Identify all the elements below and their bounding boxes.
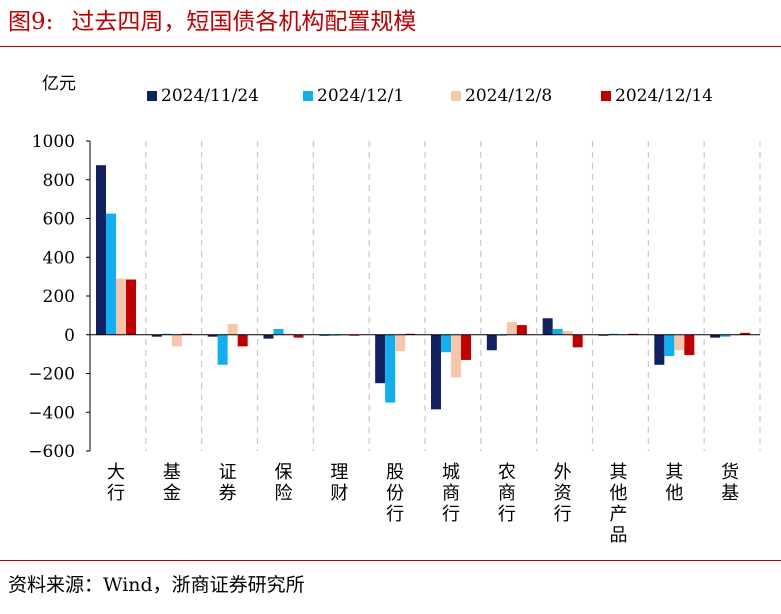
figure-number: 图9: bbox=[8, 9, 54, 35]
bar-7-series-4 bbox=[461, 334, 471, 360]
legend-label-2: 2024/12/1 bbox=[317, 86, 404, 106]
legend-label-3: 2024/12/8 bbox=[465, 86, 552, 106]
bar-1-series-1 bbox=[96, 165, 106, 335]
x-tick-label-11: 其他 bbox=[665, 462, 683, 504]
x-tick-label-12: 货基 bbox=[721, 462, 739, 504]
y-tick-label-2: 800 bbox=[43, 171, 75, 191]
title-rule bbox=[0, 46, 781, 47]
legend-label-1: 2024/11/24 bbox=[161, 86, 259, 106]
bar-3-series-3 bbox=[227, 324, 238, 335]
bar-3-series-4 bbox=[237, 334, 248, 347]
legend-swatch-2 bbox=[303, 91, 313, 101]
bar-7-series-3 bbox=[451, 334, 461, 378]
bar-6-series-1 bbox=[375, 334, 386, 384]
bar-8-series-4 bbox=[516, 325, 527, 335]
bar-9-series-4 bbox=[572, 334, 583, 348]
bar-4-series-1 bbox=[263, 334, 274, 339]
bar-8-series-1 bbox=[486, 334, 497, 351]
axes bbox=[86, 140, 760, 452]
x-tick-label-9: 外资行 bbox=[554, 462, 572, 525]
x-tick-label-10: 其他产品 bbox=[610, 462, 628, 546]
bar-11-series-2 bbox=[664, 334, 675, 357]
source-note: 资料来源：Wind，浙商证券研究所 bbox=[8, 574, 305, 596]
x-tick-label-5: 理财 bbox=[330, 462, 348, 504]
bar-12-series-1 bbox=[710, 334, 721, 338]
y-tick-label-9: −600 bbox=[28, 442, 75, 462]
bar-1-series-4 bbox=[126, 279, 136, 335]
bar-6-series-2 bbox=[385, 334, 396, 403]
bar-3-series-1 bbox=[207, 334, 218, 337]
figure-title: 图9: 过去四周，短国债各机构配置规模 bbox=[8, 4, 416, 40]
bar-4-series-2 bbox=[273, 328, 284, 335]
bars bbox=[96, 165, 751, 410]
bar-8-series-3 bbox=[506, 322, 517, 335]
bar-chart: 亿元 2024/11/24 2024/12/1 2024/12/8 2024/12/1… bbox=[28, 74, 761, 546]
x-tick-label-8: 农商行 bbox=[498, 462, 516, 525]
bar-9-series-3 bbox=[562, 330, 573, 335]
bar-7-series-2 bbox=[441, 334, 451, 353]
x-tick-label-4: 保险 bbox=[275, 462, 293, 504]
figure-caption: 过去四周，短国债各机构配置规模 bbox=[71, 9, 417, 35]
x-tick-label-3: 证券 bbox=[219, 462, 237, 504]
bar-4-series-4 bbox=[293, 334, 304, 338]
y-axis-unit: 亿元 bbox=[42, 74, 76, 94]
bar-9-series-1 bbox=[542, 318, 553, 335]
x-tick-label-6: 股份行 bbox=[386, 462, 404, 525]
x-tick-label-1: 大行 bbox=[107, 462, 125, 504]
legend-label-4: 2024/12/14 bbox=[615, 86, 713, 106]
bar-9-series-2 bbox=[552, 328, 563, 335]
x-tick-label-2: 基金 bbox=[163, 462, 181, 504]
bar-2-series-3 bbox=[171, 334, 182, 347]
y-tick-label-6: 0 bbox=[64, 326, 75, 346]
x-tick-label-7: 城商行 bbox=[442, 462, 460, 525]
bar-2-series-1 bbox=[151, 334, 162, 337]
category-separators bbox=[145, 141, 761, 451]
bar-12-series-4 bbox=[740, 332, 751, 335]
bar-11-series-4 bbox=[684, 334, 695, 356]
bar-6-series-3 bbox=[395, 334, 406, 352]
bar-3-series-2 bbox=[217, 334, 228, 365]
legend-swatch-4 bbox=[601, 91, 611, 101]
bar-12-series-2 bbox=[720, 334, 731, 337]
y-tick-label-5: 200 bbox=[43, 287, 75, 307]
bar-11-series-1 bbox=[654, 334, 665, 365]
bar-1-series-2 bbox=[106, 213, 116, 335]
y-tick-label-3: 600 bbox=[43, 210, 75, 230]
footer-rule bbox=[0, 560, 781, 561]
y-tick-label-7: −200 bbox=[28, 365, 75, 385]
bar-1-series-3 bbox=[116, 278, 126, 335]
y-tick-labels: 1000 800 600 400 200 0 −200 −400 −600 bbox=[28, 132, 75, 462]
y-tick-label-1: 1000 bbox=[32, 132, 75, 152]
legend-swatch-3 bbox=[451, 91, 461, 101]
y-tick-label-8: −400 bbox=[28, 403, 75, 423]
y-tick-label-4: 400 bbox=[43, 248, 75, 268]
legend: 2024/11/24 2024/12/1 2024/12/8 2024/12/14 bbox=[147, 86, 713, 106]
legend-swatch-1 bbox=[147, 91, 157, 101]
bar-11-series-3 bbox=[674, 334, 685, 351]
bar-7-series-1 bbox=[431, 334, 441, 410]
